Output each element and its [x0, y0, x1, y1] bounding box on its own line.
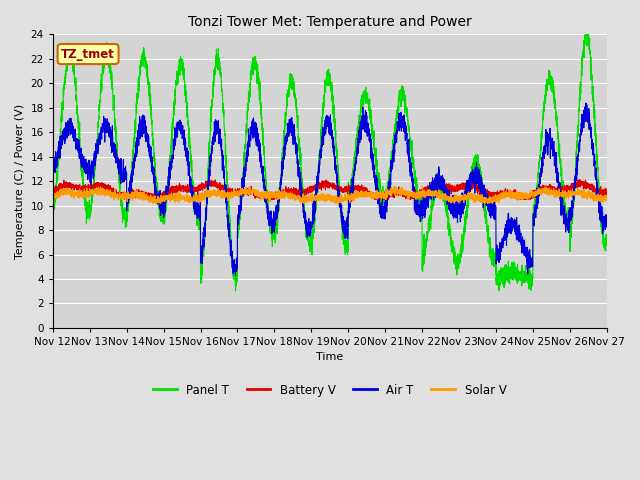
Panel T: [602, 233, 610, 239]
Solar V: [603, 196, 611, 202]
Battery V: [454, 188, 461, 193]
Panel T: [49, 204, 57, 209]
Title: Tonzi Tower Met: Temperature and Power: Tonzi Tower Met: Temperature and Power: [188, 15, 472, 29]
X-axis label: Time: Time: [316, 352, 343, 362]
Battery V: [602, 191, 610, 197]
Panel T: [584, 30, 591, 36]
Line: Air T: Air T: [53, 103, 607, 276]
Line: Panel T: Panel T: [53, 33, 607, 291]
Solar V: [454, 194, 462, 200]
Legend: Panel T, Battery V, Air T, Solar V: Panel T, Battery V, Air T, Solar V: [148, 379, 511, 401]
Battery V: [49, 186, 57, 192]
Battery V: [486, 189, 493, 194]
Solar V: [486, 196, 493, 202]
Battery V: [571, 176, 579, 182]
Air T: [602, 224, 610, 230]
Air T: [309, 200, 317, 206]
Solar V: [602, 197, 610, 203]
Air T: [148, 160, 156, 166]
Panel T: [309, 228, 317, 233]
Panel T: [486, 239, 493, 244]
Panel T: [148, 131, 156, 137]
Air T: [603, 220, 611, 226]
Solar V: [424, 192, 431, 197]
Solar V: [149, 200, 157, 206]
Battery V: [309, 184, 317, 190]
Solar V: [49, 192, 57, 197]
Panel T: [232, 288, 239, 294]
Text: TZ_tmet: TZ_tmet: [61, 48, 115, 60]
Panel T: [454, 256, 461, 262]
Battery V: [120, 197, 128, 203]
Battery V: [148, 193, 156, 199]
Panel T: [424, 238, 431, 243]
Solar V: [419, 183, 426, 189]
Solar V: [309, 193, 317, 199]
Air T: [424, 194, 431, 200]
Y-axis label: Temperature (C) / Power (V): Temperature (C) / Power (V): [15, 104, 25, 259]
Air T: [486, 196, 493, 202]
Battery V: [424, 185, 431, 191]
Air T: [49, 165, 57, 170]
Line: Battery V: Battery V: [53, 179, 607, 200]
Solar V: [148, 195, 156, 201]
Panel T: [603, 238, 611, 243]
Air T: [454, 210, 461, 216]
Battery V: [603, 192, 611, 197]
Line: Solar V: Solar V: [53, 186, 607, 203]
Air T: [582, 100, 590, 106]
Air T: [232, 273, 239, 278]
